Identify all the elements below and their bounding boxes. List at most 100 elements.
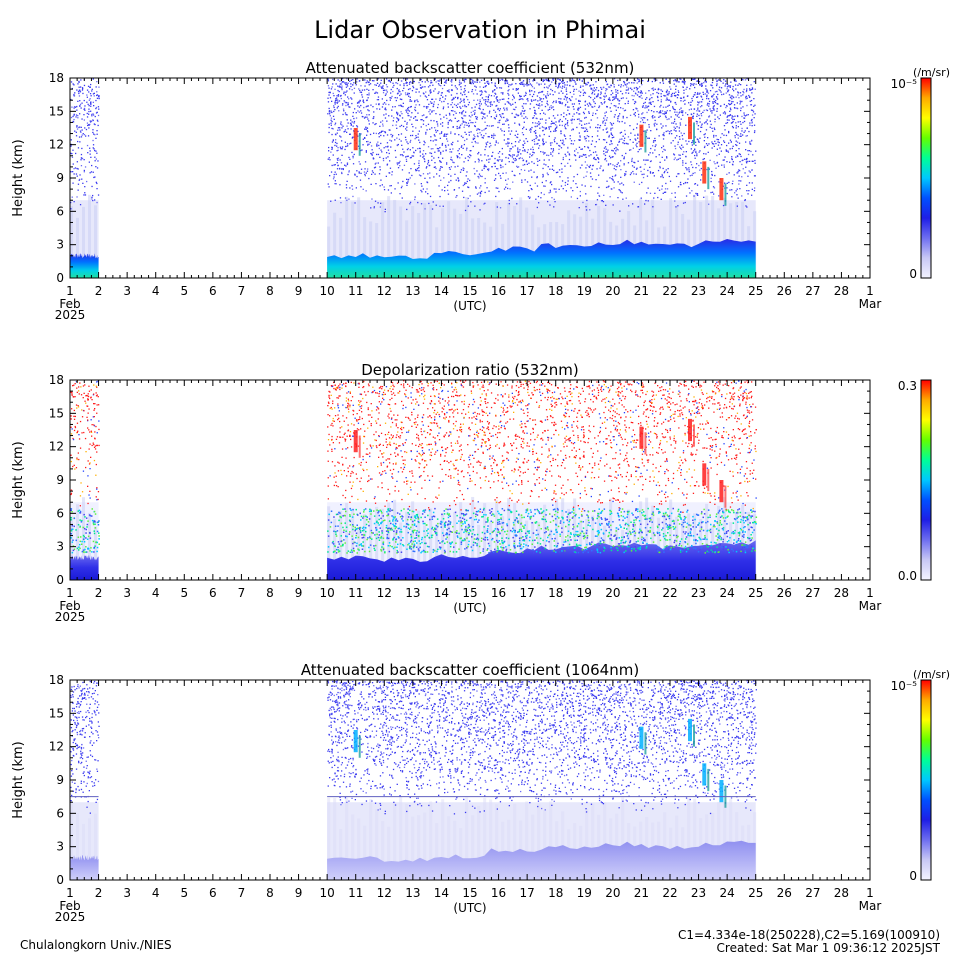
- noise-speck: [700, 179, 702, 181]
- noise-speck: [414, 99, 416, 102]
- profile-streak: [471, 218, 475, 278]
- noise-speck: [336, 101, 338, 104]
- noise-speck: [543, 153, 545, 155]
- noise-speck: [712, 102, 714, 104]
- noise-speck: [466, 180, 468, 183]
- noise-speck: [462, 184, 464, 187]
- noise-speck: [331, 147, 333, 149]
- noise-speck: [74, 396, 76, 398]
- noise-speck: [366, 80, 368, 82]
- profile-streak: [453, 512, 457, 580]
- noise-speck: [96, 133, 98, 135]
- noise-speck: [423, 140, 425, 142]
- noise-speck: [399, 165, 401, 167]
- noise-speck: [615, 96, 617, 98]
- noise-speck: [617, 99, 619, 101]
- noise-speck: [531, 126, 533, 129]
- noise-speck: [656, 91, 658, 94]
- noise-speck: [514, 122, 516, 124]
- noise-speck: [452, 161, 454, 163]
- noise-speck: [408, 83, 411, 85]
- noise-speck: [396, 480, 398, 482]
- noise-speck: [81, 134, 83, 136]
- noise-speck: [691, 190, 693, 192]
- x-tick-label: 16: [491, 284, 506, 298]
- noise-speck: [744, 199, 746, 202]
- noise-speck: [555, 100, 557, 102]
- noise-speck: [426, 129, 428, 131]
- noise-speck: [78, 438, 81, 440]
- noise-speck: [446, 163, 448, 165]
- noise-speck: [735, 122, 737, 124]
- noise-speck: [432, 201, 434, 203]
- noise-speck: [386, 91, 388, 93]
- noise-speck: [548, 128, 550, 130]
- noise-speck: [648, 90, 650, 92]
- noise-speck: [682, 114, 684, 116]
- noise-speck: [737, 84, 739, 86]
- noise-speck: [439, 169, 441, 171]
- noise-speck: [743, 112, 745, 114]
- noise-speck: [616, 148, 618, 150]
- noise-speck: [660, 101, 662, 103]
- noise-speck: [80, 79, 82, 81]
- noise-speck: [605, 386, 607, 388]
- noise-speck: [97, 396, 99, 398]
- noise-speck: [393, 117, 395, 119]
- noise-speck: [637, 78, 639, 80]
- noise-speck: [663, 132, 665, 134]
- noise-speck: [646, 119, 649, 121]
- noise-speck: [620, 169, 622, 171]
- profile-streak: [363, 514, 367, 580]
- noise-speck: [740, 155, 742, 158]
- noise-speck: [341, 78, 344, 80]
- noise-speck: [505, 107, 508, 109]
- noise-speck: [463, 81, 466, 83]
- noise-speck: [661, 127, 663, 129]
- noise-speck: [360, 91, 362, 93]
- noise-speck: [553, 169, 555, 172]
- noise-speck: [613, 84, 615, 86]
- noise-speck: [622, 135, 624, 137]
- noise-speck: [728, 172, 730, 174]
- noise-speck: [479, 86, 481, 88]
- noise-speck: [360, 85, 362, 87]
- noise-speck: [581, 148, 583, 150]
- noise-speck: [693, 150, 695, 152]
- noise-speck: [617, 118, 619, 120]
- noise-speck: [371, 173, 373, 175]
- noise-speck: [507, 97, 510, 100]
- noise-speck: [71, 391, 73, 393]
- noise-speck: [701, 105, 703, 107]
- noise-speck: [594, 102, 596, 105]
- noise-speck: [351, 98, 353, 100]
- noise-speck: [564, 165, 566, 167]
- noise-speck: [741, 127, 743, 130]
- noise-speck: [729, 103, 731, 106]
- noise-speck: [368, 94, 370, 96]
- noise-speck: [366, 170, 369, 172]
- noise-speck: [462, 169, 465, 171]
- noise-speck: [86, 94, 88, 96]
- noise-speck: [415, 168, 417, 171]
- noise-speck: [468, 134, 470, 136]
- noise-speck: [444, 414, 446, 416]
- noise-speck: [422, 153, 424, 155]
- noise-speck: [498, 122, 501, 124]
- noise-speck: [547, 79, 549, 82]
- noise-speck: [566, 123, 568, 125]
- noise-speck: [635, 101, 637, 103]
- profile-streak: [507, 202, 511, 278]
- noise-speck: [487, 169, 490, 172]
- noise-speck: [743, 131, 745, 133]
- noise-speck: [688, 187, 690, 189]
- noise-speck: [751, 87, 754, 89]
- noise-speck: [740, 135, 742, 137]
- noise-speck: [582, 111, 585, 113]
- noise-speck: [595, 179, 597, 181]
- noise-speck: [532, 146, 534, 148]
- noise-speck: [357, 110, 359, 112]
- noise-speck: [483, 167, 485, 170]
- noise-speck: [499, 108, 501, 110]
- noise-speck: [717, 141, 719, 143]
